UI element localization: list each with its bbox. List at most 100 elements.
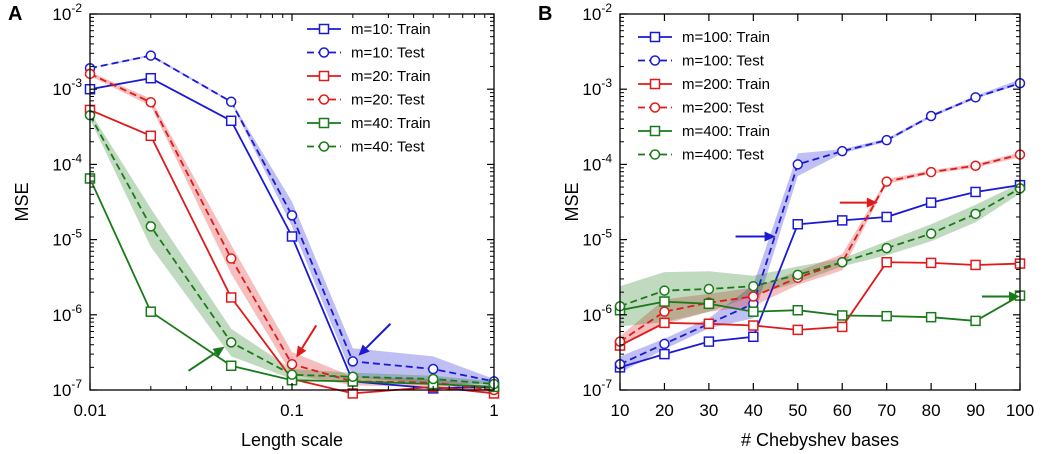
arrow-head (358, 344, 370, 356)
y-tick-label: 10-4 (52, 151, 82, 174)
point (659, 338, 670, 350)
series-line-0 (619, 184, 1021, 369)
arrow-head (764, 231, 776, 242)
y-tick-label: 10-5 (582, 227, 612, 250)
point (145, 306, 157, 317)
point (836, 145, 848, 157)
panel-a: A 10-7 10-6 10-5 10-4 10-3 10-2 0.01 0.1 1 Length … (8, 1, 500, 450)
point (792, 219, 804, 230)
point (792, 304, 804, 316)
point (427, 373, 439, 385)
arrow-head (296, 345, 307, 358)
x-tick-label: 100 (1006, 401, 1034, 420)
series-line-2 (619, 261, 1021, 347)
point (836, 256, 848, 268)
x-tick-label: 30 (699, 401, 718, 420)
point (792, 324, 804, 336)
point (286, 210, 298, 221)
y-tick-label: 10-3 (52, 76, 82, 99)
arrow-shaft (187, 352, 216, 372)
point (925, 110, 937, 122)
x-tick-label: 10 (611, 401, 630, 420)
point (836, 215, 848, 226)
point (145, 221, 157, 232)
y-axis-title: MSE (12, 182, 32, 221)
point (748, 306, 759, 317)
point (286, 358, 298, 370)
legend-label: m=40: Train (351, 115, 431, 132)
legend-marker (649, 31, 661, 43)
legend-label: m=40: Test (351, 139, 425, 156)
legend-label: m=100: Train (682, 29, 770, 46)
band-5 (620, 183, 1020, 327)
point (225, 115, 237, 127)
point (347, 371, 359, 383)
point (659, 285, 670, 296)
legend-label: m=400: Train (682, 123, 770, 140)
point (881, 256, 892, 268)
series-line-3 (619, 153, 1021, 343)
y-tick-label: 10-2 (52, 1, 82, 24)
point (748, 280, 759, 292)
point (792, 159, 804, 170)
point (881, 176, 892, 187)
panel-letter: B (538, 3, 552, 25)
point (703, 318, 715, 330)
point (925, 197, 937, 208)
point (225, 337, 237, 348)
point (748, 291, 759, 302)
legend-label: m=400: Test (682, 147, 765, 164)
x-tick-label: 80 (922, 401, 941, 420)
point (970, 160, 981, 171)
point (970, 259, 981, 271)
point (225, 360, 237, 372)
y-tick-label: 10-4 (582, 151, 612, 174)
point (703, 283, 715, 295)
point (970, 186, 981, 198)
legend-marker (649, 125, 661, 137)
point (145, 72, 157, 84)
y-tick-label: 10-2 (582, 1, 612, 24)
legend-marker (649, 55, 661, 66)
point (659, 317, 670, 329)
x-axis-title: Length scale (241, 430, 343, 450)
legend-marker (318, 47, 330, 58)
legend-label: m=10: Test (351, 45, 425, 62)
plot-frame (619, 13, 1021, 391)
point (347, 356, 359, 367)
series-line-4 (619, 294, 1021, 322)
legend-marker (318, 117, 330, 129)
point (145, 97, 157, 108)
arrow-head (866, 197, 878, 208)
series-line-5 (89, 114, 495, 385)
point (225, 253, 237, 264)
panel-b: B 10-7 10-6 10-5 10-4 10-3 10-2 10 20 30 40 50 60 70 8… (538, 1, 1034, 450)
y-tick-label: 10-6 (52, 302, 82, 325)
series-line-2 (89, 109, 495, 395)
point (427, 363, 439, 375)
point (225, 96, 237, 108)
band-5 (90, 111, 494, 387)
point (925, 311, 937, 323)
arrow-head (212, 346, 225, 358)
arrow-shaft (365, 323, 392, 349)
point (659, 348, 670, 360)
point (925, 257, 937, 269)
series-line-5 (619, 187, 1021, 308)
point (703, 298, 715, 310)
legend-label: m=100: Test (682, 53, 765, 70)
point (659, 306, 670, 317)
point (925, 166, 937, 178)
x-tick-label: 40 (744, 401, 763, 420)
x-tick-label: 50 (788, 401, 807, 420)
point (286, 231, 298, 242)
point (145, 130, 157, 142)
point (836, 321, 848, 333)
band-3 (620, 152, 1020, 347)
x-axis-title: # Chebyshev bases (741, 430, 899, 450)
point (970, 208, 981, 220)
point (792, 269, 804, 281)
y-tick-label: 10-5 (52, 227, 82, 250)
point (145, 50, 157, 61)
